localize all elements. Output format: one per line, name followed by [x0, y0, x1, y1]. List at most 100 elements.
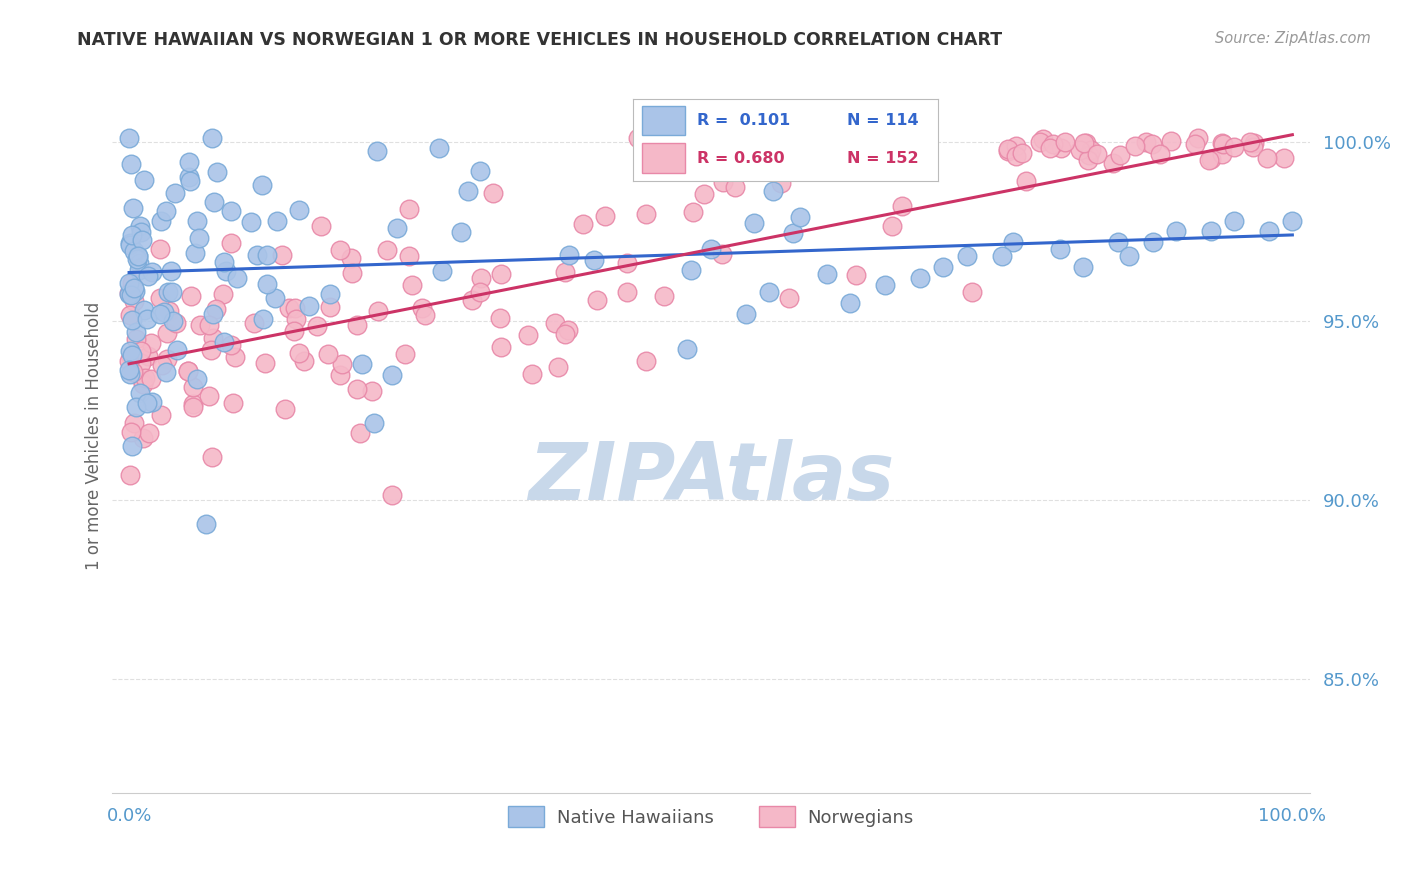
Point [129, 219, 152, 233]
Point [136, 269, 159, 284]
Point [160, 285, 183, 299]
Point [132, 173, 155, 187]
Point [120, 157, 142, 171]
Point [875, 278, 897, 293]
Point [1118, 249, 1140, 263]
Point [166, 343, 188, 358]
Point [198, 318, 221, 332]
Point [128, 263, 150, 277]
Text: Source: ZipAtlas.com: Source: ZipAtlas.com [1215, 31, 1371, 46]
Point [120, 350, 142, 364]
Point [124, 281, 146, 295]
Point [340, 266, 363, 280]
Point [1198, 153, 1220, 168]
Point [253, 356, 276, 370]
Point [346, 382, 368, 396]
Point [155, 366, 177, 380]
Point [1281, 213, 1303, 227]
Point [149, 242, 172, 256]
Point [346, 318, 368, 333]
Point [118, 287, 141, 301]
Point [1053, 135, 1076, 149]
Point [187, 231, 209, 245]
Point [118, 131, 141, 145]
Point [1071, 260, 1094, 275]
Point [246, 248, 269, 262]
Point [1078, 148, 1101, 162]
Point [758, 285, 780, 300]
Point [121, 439, 143, 453]
Point [201, 450, 224, 465]
Text: NATIVE HAWAIIAN VS NORWEGIAN 1 OR MORE VEHICLES IN HOUSEHOLD CORRELATION CHART: NATIVE HAWAIIAN VS NORWEGIAN 1 OR MORE V… [77, 31, 1002, 49]
Point [225, 270, 247, 285]
Point [215, 264, 238, 278]
Point [132, 376, 155, 391]
Point [186, 213, 208, 227]
Point [118, 468, 141, 483]
Text: ZIPAtlas: ZIPAtlas [527, 440, 894, 517]
Point [470, 271, 492, 285]
Point [156, 326, 179, 341]
Point [1107, 235, 1129, 249]
Point [782, 226, 804, 240]
Point [118, 308, 141, 322]
Point [122, 416, 145, 430]
Point [132, 303, 155, 318]
Point [152, 305, 174, 319]
Point [141, 372, 163, 386]
Point [401, 278, 423, 293]
Point [349, 425, 371, 440]
Point [557, 323, 579, 337]
Point [1272, 151, 1295, 165]
Point [318, 346, 340, 360]
Point [177, 169, 200, 184]
Point [457, 184, 479, 198]
Point [693, 186, 716, 201]
Point [815, 268, 838, 282]
Point [122, 244, 145, 259]
Point [432, 263, 454, 277]
Point [127, 248, 149, 262]
Point [1102, 156, 1125, 170]
Point [1042, 137, 1064, 152]
Point [470, 164, 492, 178]
Point [394, 347, 416, 361]
Point [250, 178, 273, 193]
Point [129, 355, 152, 369]
Point [880, 219, 903, 233]
Point [219, 337, 242, 351]
Point [129, 343, 152, 358]
Point [366, 145, 388, 159]
Point [141, 395, 163, 409]
Point [330, 357, 353, 371]
Point [1077, 153, 1099, 167]
Point [742, 216, 765, 230]
Point [205, 164, 228, 178]
Point [1015, 174, 1038, 188]
Point [212, 286, 235, 301]
Point [165, 317, 187, 331]
Point [547, 359, 569, 374]
Point [1211, 147, 1233, 161]
Point [177, 364, 200, 378]
Point [124, 285, 146, 299]
Point [155, 352, 177, 367]
Point [298, 299, 321, 313]
Point [711, 247, 734, 261]
Point [129, 225, 152, 239]
Point [616, 285, 638, 300]
Point [381, 368, 404, 383]
Point [118, 367, 141, 381]
Point [179, 174, 201, 188]
Point [990, 249, 1012, 263]
Point [181, 401, 204, 415]
Point [1002, 235, 1025, 249]
Point [1109, 148, 1132, 162]
Point [136, 395, 159, 409]
Point [1080, 143, 1102, 157]
Point [339, 251, 361, 265]
Point [163, 186, 186, 201]
Point [586, 293, 609, 307]
Point [288, 345, 311, 359]
Point [121, 276, 143, 290]
